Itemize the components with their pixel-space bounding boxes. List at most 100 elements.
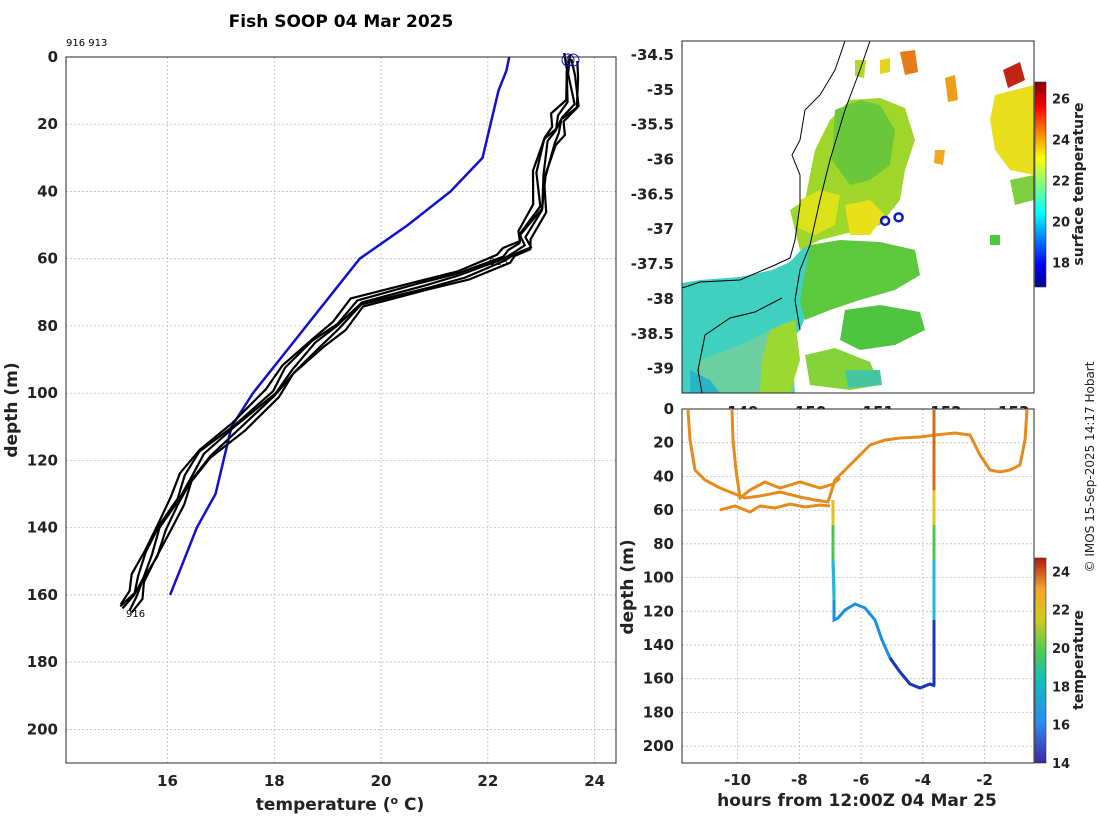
fish-profile-line bbox=[121, 56, 576, 610]
map-y-tick-label: -35 bbox=[647, 81, 674, 99]
map-colorbar-ticks: 18 20 22 24 26 bbox=[1052, 92, 1070, 271]
timeseries-y-tick-labels: 0 20 40 60 80 100 120 140 160 180 200 bbox=[643, 400, 674, 755]
timeseries-grid bbox=[682, 408, 1034, 763]
reference-profile-line bbox=[168, 56, 511, 596]
profile-frame bbox=[65, 56, 617, 764]
map-fish-location-marker bbox=[893, 212, 904, 223]
profile-annotation-913: 913 bbox=[489, 257, 508, 268]
timeseries-y-tick-label: 0 bbox=[664, 400, 674, 418]
map-y-tick-label: -36.5 bbox=[631, 185, 674, 203]
dive-track bbox=[888, 657, 936, 690]
profile-y-tick-label: 100 bbox=[27, 384, 58, 402]
timeseries-y-tick-label: 200 bbox=[643, 737, 674, 755]
map-colorbar-tick-label: 26 bbox=[1052, 92, 1070, 107]
profile-start-marker bbox=[566, 53, 580, 67]
timeseries-colorbar-tick-label: 20 bbox=[1052, 642, 1070, 657]
sst-map: -34.5 -35 -35.5 -36 -36.5 -37 -37.5 -38 -38.5 -39… bbox=[631, 40, 1087, 421]
profile-y-tick-label: 0 bbox=[48, 48, 58, 66]
profile-y-tick-label: 120 bbox=[27, 451, 58, 469]
timeseries-colorbar-tick-label: 22 bbox=[1052, 604, 1070, 619]
coastline bbox=[682, 41, 846, 289]
dive-track bbox=[719, 502, 831, 514]
shelf-contour bbox=[697, 297, 783, 393]
timeseries-colorbar-label: temperature bbox=[1071, 610, 1087, 710]
reference-profile-series bbox=[168, 56, 511, 596]
map-y-tick-label: -38 bbox=[647, 290, 674, 308]
fish-profile-line bbox=[119, 54, 572, 608]
timeseries-x-tick-label: -4 bbox=[915, 771, 932, 789]
profile-y-tick-labels: 0 20 40 60 80 100 120 140 160 180 200 bbox=[27, 48, 58, 738]
timeseries-colorbar bbox=[1034, 557, 1047, 764]
profile-grid bbox=[66, 56, 616, 763]
profile-y-tick-label: 60 bbox=[37, 250, 58, 268]
timeseries-x-tick-label: -10 bbox=[724, 771, 751, 789]
map-colorbar-tick-label: 24 bbox=[1052, 133, 1070, 148]
map-markers bbox=[879, 212, 904, 227]
profile-x-tick-label: 24 bbox=[584, 772, 605, 790]
profile-y-tick-label: 80 bbox=[37, 317, 58, 335]
timeseries-y-tick-label: 140 bbox=[643, 636, 674, 654]
profile-annotation-916: 916 bbox=[126, 609, 145, 620]
profile-x-axis-label: temperature (o C) bbox=[256, 794, 425, 815]
map-y-tick-label: -35.5 bbox=[631, 116, 674, 134]
map-colorbar-label: surface temperature bbox=[1071, 102, 1087, 265]
map-frame bbox=[681, 40, 1035, 394]
timeseries-x-tick-label: -8 bbox=[791, 771, 808, 789]
map-y-tick-label: -36 bbox=[647, 150, 674, 168]
profile-y-tick-label: 140 bbox=[27, 519, 58, 537]
map-y-tick-labels: -34.5 -35 -35.5 -36 -36.5 -37 -37.5 -38 -38.5 -39 bbox=[631, 46, 674, 378]
profile-y-tick-label: 20 bbox=[37, 115, 58, 133]
map-colorbar-tick-label: 18 bbox=[1052, 256, 1070, 271]
profile-x-tick-label: 18 bbox=[264, 772, 285, 790]
timeseries-y-tick-label: 120 bbox=[643, 602, 674, 620]
timeseries-background bbox=[682, 409, 1034, 763]
timeseries-dives bbox=[686, 409, 1029, 690]
timeseries-x-tick-label: -6 bbox=[853, 771, 870, 789]
timeseries-y-tick-label: 180 bbox=[643, 703, 674, 721]
shelf-contour bbox=[794, 41, 871, 331]
fish-profiles-series bbox=[119, 52, 580, 614]
fish-profile-line bbox=[130, 60, 580, 614]
map-colorbar bbox=[1034, 81, 1047, 288]
timeseries-y-axis-label: depth (m) bbox=[618, 539, 638, 634]
timeseries-x-tick-labels: -10 -8 -6 -4 -2 bbox=[724, 771, 993, 789]
profile-y-tick-label: 40 bbox=[37, 182, 58, 200]
map-y-tick-label: -34.5 bbox=[631, 46, 674, 64]
profile-y-tick-label: 180 bbox=[27, 653, 58, 671]
timeseries-frame bbox=[681, 408, 1035, 764]
fish-profile-line bbox=[128, 58, 580, 611]
timeseries-colorbar-tick-label: 16 bbox=[1052, 719, 1070, 734]
fish-profile-line bbox=[119, 52, 569, 605]
profile-start-marker bbox=[561, 53, 575, 67]
timeseries-y-tick-label: 20 bbox=[653, 434, 674, 452]
timeseries-x-tick-label: -2 bbox=[976, 771, 993, 789]
map-y-tick-label: -37 bbox=[647, 220, 674, 238]
timeseries-colorbar-tick-label: 24 bbox=[1052, 565, 1070, 580]
timeseries-x-axis-label: hours from 12:00Z 04 Mar 25 bbox=[717, 791, 997, 811]
timeseries-y-tick-label: 100 bbox=[643, 569, 674, 587]
map-colorbar-tick-label: 20 bbox=[1052, 215, 1070, 230]
profile-x-tick-label: 20 bbox=[371, 772, 392, 790]
timeseries-plot: -10 -8 -6 -4 -2 020406080100120140160180200 … bbox=[618, 400, 1087, 811]
profile-y-tick-label: 200 bbox=[27, 720, 58, 738]
map-y-tick-label: -38.5 bbox=[631, 325, 674, 343]
map-y-tick-label: -37.5 bbox=[631, 255, 674, 273]
timeseries-y-tick-label: 40 bbox=[653, 467, 674, 485]
dive-track bbox=[686, 409, 1029, 504]
map-y-tick-label: -39 bbox=[647, 360, 674, 378]
credit-text: © IMOS 15-Sep-2025 14:17 Hobart bbox=[1083, 361, 1097, 572]
timeseries-y-tick-label: 80 bbox=[653, 535, 674, 553]
timeseries-colorbar-ticks: 14 16 18 20 22 24 bbox=[1052, 565, 1070, 772]
sst-field bbox=[682, 50, 1034, 393]
timeseries-y-tick-label: 160 bbox=[643, 670, 674, 688]
figure-title: Fish SOOP 04 Mar 2025 bbox=[229, 12, 454, 32]
profile-x-tick-labels: 16 18 20 22 24 bbox=[157, 772, 605, 790]
dive-track bbox=[730, 409, 841, 501]
timeseries-colorbar-tick-label: 18 bbox=[1052, 680, 1070, 695]
profile-y-axis-label: depth (m) bbox=[2, 362, 22, 457]
map-fish-location-marker bbox=[879, 215, 891, 227]
timeseries-colorbar-tick-label: 14 bbox=[1052, 757, 1070, 772]
dive-track bbox=[831, 559, 836, 601]
map-colorbar-tick-label: 22 bbox=[1052, 174, 1070, 189]
